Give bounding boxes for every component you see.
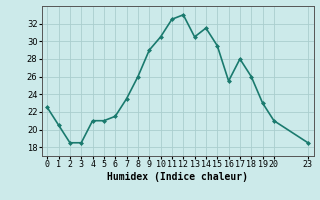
X-axis label: Humidex (Indice chaleur): Humidex (Indice chaleur) <box>107 172 248 182</box>
